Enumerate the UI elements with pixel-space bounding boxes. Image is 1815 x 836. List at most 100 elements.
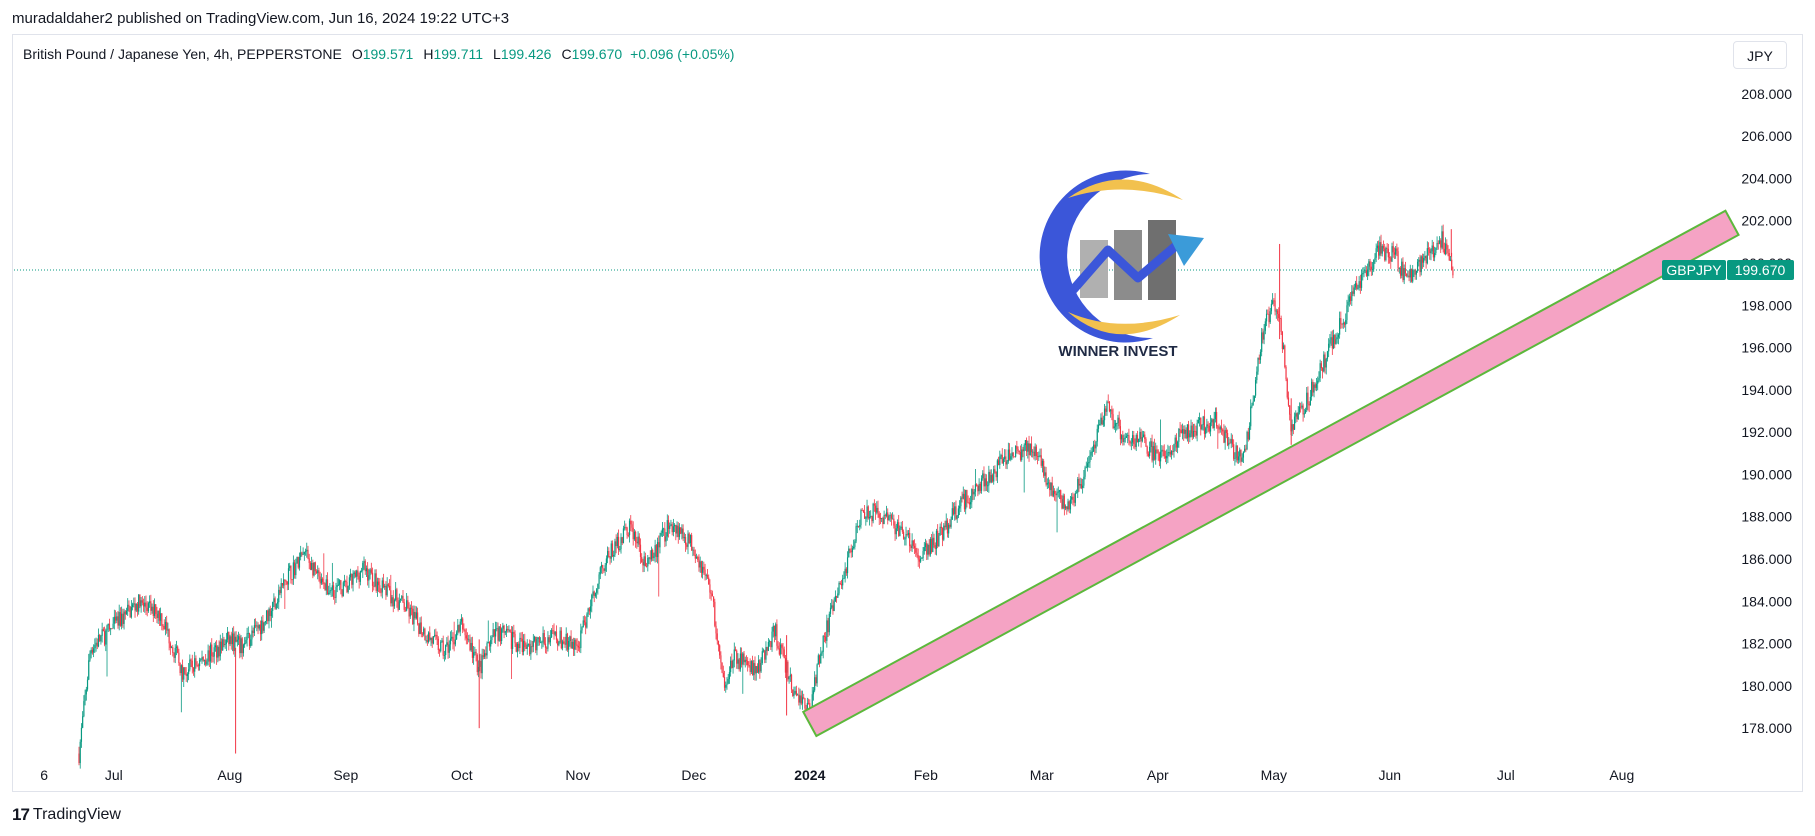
candle-body (297, 556, 299, 568)
candle-body (1281, 331, 1283, 350)
candle-body (451, 636, 453, 639)
candle-body (1328, 343, 1330, 352)
candle-body (1159, 451, 1162, 462)
candle-body (501, 628, 503, 642)
candle-body (1269, 311, 1271, 323)
candle-body (617, 536, 620, 550)
candle-body (638, 536, 640, 545)
candle-body (1194, 430, 1196, 432)
candle-body (719, 645, 721, 656)
currency-button[interactable]: JPY (1733, 41, 1787, 69)
candle-body (1413, 270, 1415, 272)
candle-body (622, 528, 625, 544)
candle-body (692, 549, 694, 551)
logo-text: WINNER INVEST (1058, 343, 1177, 360)
candle-body (398, 600, 400, 610)
candle-body (1320, 363, 1322, 369)
candle-body (184, 667, 186, 674)
candle-body (962, 493, 964, 499)
candle-body (560, 630, 562, 649)
time-axis[interactable]: 6 Jul Aug Sep Oct Nov Dec 2024 Feb Mar Apr May Jun Ju… (40, 767, 1634, 783)
candle-body (1011, 452, 1013, 457)
candle-body (403, 602, 405, 610)
candle-body (415, 612, 417, 619)
candle-body (429, 632, 431, 640)
candle-body (1304, 409, 1307, 414)
candle-body (1077, 478, 1079, 493)
candle-body (1369, 261, 1371, 267)
candle-body (80, 727, 83, 742)
candle-body (1138, 438, 1140, 443)
candle-body (730, 660, 732, 673)
candle-body (781, 644, 783, 648)
candle-body (281, 583, 284, 586)
candle-body (1254, 380, 1257, 396)
candle-body (1121, 435, 1123, 440)
rising-channel-zone[interactable] (801, 209, 1740, 738)
candle-body (443, 654, 445, 656)
candle-body (708, 577, 710, 585)
candle-body (324, 584, 326, 591)
candle-body (1196, 423, 1198, 436)
candle-body (510, 632, 512, 649)
candle-body (1430, 251, 1432, 254)
candle-body (259, 624, 262, 635)
candle-body (633, 531, 636, 540)
candle-body (1074, 492, 1076, 503)
candle-body (244, 643, 246, 645)
candle-body (666, 520, 668, 537)
candle-body (794, 690, 796, 694)
candle-body (1236, 445, 1238, 461)
tradingview-logo-icon[interactable]: 17 (12, 805, 30, 824)
candle-body (1067, 501, 1069, 510)
candle-body (1129, 440, 1131, 444)
candle-body (1325, 358, 1327, 368)
candle-body (574, 639, 576, 650)
candle-body (454, 639, 456, 645)
candle-body (693, 549, 695, 556)
candle-body (566, 633, 569, 650)
candle-body (479, 660, 481, 667)
candle-body (1300, 406, 1302, 408)
candle-body (1303, 413, 1305, 415)
candle-body (1257, 357, 1259, 372)
candle-body (273, 598, 275, 602)
candle-body (941, 528, 944, 540)
candle-body (169, 643, 171, 648)
candle-body (315, 571, 318, 574)
candle-body (838, 582, 840, 594)
candle-body (1263, 330, 1265, 340)
candle-body (290, 565, 292, 580)
candle-body (1311, 381, 1313, 397)
candle-body (770, 641, 772, 648)
candle-body (1051, 482, 1053, 496)
candle-body (1224, 429, 1226, 443)
candle-body (842, 578, 844, 586)
candle-body (1231, 439, 1234, 445)
candle-body (208, 650, 210, 662)
tradingview-brand[interactable]: TradingView (32, 806, 121, 823)
candle-body (1095, 441, 1097, 449)
candle-body (91, 649, 93, 653)
candle-body (119, 612, 122, 626)
price-tag: GBPJPY 199.670 (1662, 260, 1794, 280)
price-axis[interactable]: 178.000 180.000 182.000 184.000 186.000 188.0… (1741, 86, 1792, 736)
candle-body (1312, 381, 1314, 393)
candle-body (97, 635, 100, 647)
candle-body (1370, 266, 1372, 270)
candle-body (1360, 274, 1363, 288)
candle-body (1142, 434, 1145, 438)
candle-body (721, 662, 723, 673)
candle-body (1308, 403, 1310, 406)
candle-body (1116, 422, 1118, 424)
candle-body (890, 515, 893, 519)
candle-body (320, 578, 322, 584)
candle-body (866, 506, 868, 518)
candle-body (772, 625, 774, 632)
candle-body (846, 557, 849, 574)
candle-body (1049, 482, 1051, 491)
candle-body (1068, 501, 1070, 510)
candle-body (475, 651, 477, 655)
candle-body (1237, 456, 1240, 461)
candle-body (213, 647, 215, 657)
